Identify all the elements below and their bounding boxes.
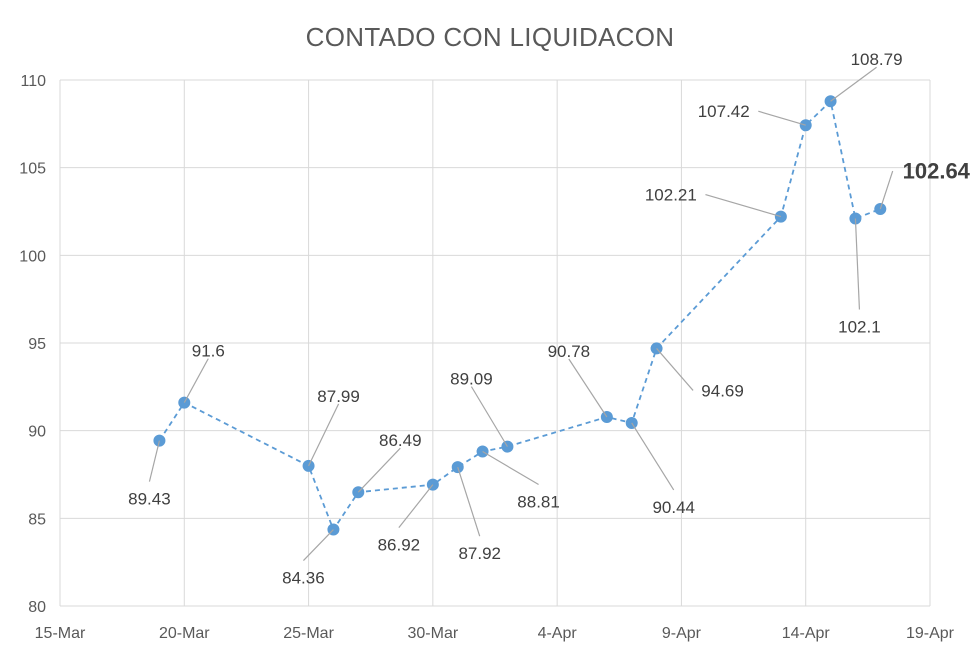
- data-label-leader: [631, 422, 675, 491]
- data-label: 94.69: [701, 381, 744, 400]
- data-label-leader: [470, 386, 508, 447]
- data-label: 88.81: [517, 492, 560, 511]
- data-label-leader: [758, 110, 806, 126]
- data-label: 89.09: [450, 370, 493, 389]
- x-tick-label: 19-Apr: [906, 625, 955, 642]
- data-label: 86.49: [379, 431, 422, 450]
- data-label: 91.6: [192, 342, 225, 361]
- data-label-leader: [568, 358, 608, 418]
- y-tick-label: 95: [28, 336, 46, 353]
- y-tick-label: 85: [28, 511, 46, 528]
- data-label-leader: [482, 451, 539, 486]
- y-tick-label: 110: [20, 73, 46, 90]
- data-label-leader: [830, 66, 877, 102]
- x-tick-label: 20-Mar: [159, 625, 210, 642]
- x-tick-label: 14-Apr: [782, 625, 831, 642]
- data-label-leader: [148, 440, 161, 482]
- data-point: [501, 440, 514, 453]
- data-label: 107.42: [698, 102, 750, 121]
- y-tick-label: 90: [28, 424, 46, 441]
- data-label-leader: [398, 484, 434, 529]
- data-label: 90.78: [548, 342, 591, 361]
- x-tick-label: 15-Mar: [35, 625, 86, 642]
- data-label-leader: [705, 194, 782, 218]
- data-label-leader: [357, 447, 401, 493]
- data-label: 86.92: [378, 536, 421, 555]
- data-label: 102.21: [645, 186, 697, 205]
- chart-title: CONTADO CON LIQUIDACON: [306, 22, 675, 52]
- x-tick-label: 4-Apr: [538, 625, 578, 642]
- data-label: 90.44: [652, 498, 695, 517]
- axes: 80 85 90 95 100 105 110 15-Mar 20-Mar 25-Mar 30-Ma…: [19, 73, 954, 642]
- data-label-leader: [854, 218, 861, 310]
- data-label: 89.43: [128, 490, 171, 509]
- data-label: 108.79: [851, 50, 903, 69]
- data-label: 84.36: [282, 569, 325, 588]
- x-tick-label: 25-Mar: [283, 625, 334, 642]
- y-tick-label: 105: [19, 161, 46, 178]
- x-tick-label: 9-Apr: [662, 625, 702, 642]
- gridlines: [59, 79, 931, 607]
- data-label-leader: [308, 403, 340, 467]
- data-label-leader: [302, 529, 334, 561]
- data-label-leader: [656, 348, 694, 391]
- y-tick-label: 80: [28, 599, 46, 616]
- series-line: [158, 99, 881, 532]
- data-label: 87.92: [458, 544, 501, 563]
- y-tick-label: 100: [19, 248, 46, 265]
- data-label: 87.99: [317, 387, 360, 406]
- data-series: [153, 95, 887, 536]
- data-label-leader: [879, 170, 894, 210]
- data-labels: 89.43 91.6 87.99 84.36 86.49 86.92 87.92 88.81 8…: [128, 50, 971, 587]
- data-label: 102.64: [903, 159, 971, 184]
- data-label: 102.1: [838, 317, 881, 336]
- data-label-leader: [457, 466, 481, 537]
- data-label-leader: [183, 358, 209, 403]
- x-tick-label: 30-Mar: [408, 625, 459, 642]
